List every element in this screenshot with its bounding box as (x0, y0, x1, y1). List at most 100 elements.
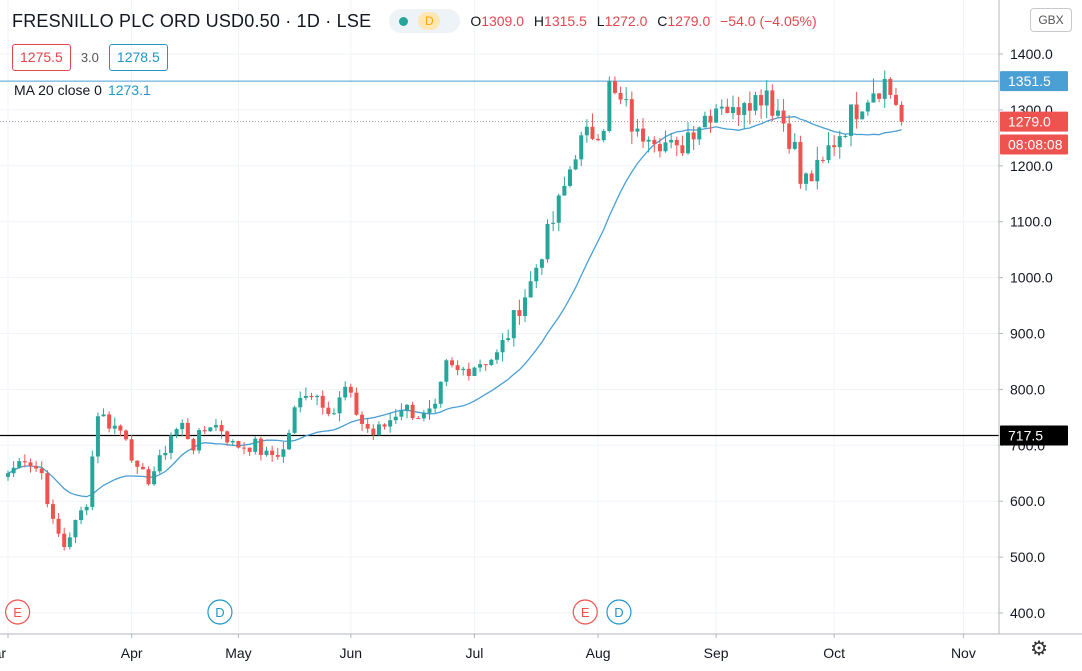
candle-96 (545, 219, 550, 263)
candle-111 (629, 91, 634, 145)
grid (0, 0, 999, 634)
change-value: −54.0 (−4.05%) (720, 13, 817, 29)
candle-48 (275, 447, 280, 460)
close-value: 1279.0 (667, 13, 711, 29)
buy-button[interactable]: 1278.5 (108, 44, 168, 71)
event-label-3: D (614, 605, 623, 620)
y-tick-label-8: 1200.0 (1010, 158, 1053, 174)
candle-142 (804, 172, 809, 191)
candle-63 (360, 411, 365, 431)
event-label-2: E (581, 605, 590, 620)
candle-74 (421, 409, 426, 422)
candle-70 (399, 403, 404, 421)
candle-11 (67, 532, 72, 550)
candle-51 (292, 405, 297, 434)
candle-16 (95, 412, 100, 464)
open-label: O (470, 13, 482, 29)
candle-91 (517, 299, 522, 325)
candle-130 (736, 96, 741, 127)
candle-59 (337, 391, 342, 422)
candles (6, 70, 904, 551)
candle-116 (657, 138, 662, 158)
x-tick-label-7: Oct (823, 645, 845, 661)
candle-118 (669, 133, 674, 149)
candle-138 (781, 98, 786, 132)
close-label: C (657, 13, 668, 29)
ma-legend[interactable]: MA 20 close 0 1273.1 (14, 82, 151, 98)
high-label: H (533, 13, 545, 29)
x-tick-label-8: Nov (951, 645, 976, 661)
candle-29 (168, 432, 173, 460)
currency-button[interactable]: GBX (1030, 8, 1072, 32)
gear-icon[interactable]: ⚙ (1030, 638, 1048, 660)
sell-button[interactable]: 1275.5 (12, 44, 71, 71)
candle-54 (309, 392, 314, 400)
candle-68 (388, 412, 393, 433)
candle-135 (764, 80, 769, 119)
candle-27 (157, 449, 162, 474)
candle-10 (62, 527, 67, 551)
candle-34 (197, 428, 202, 454)
candle-108 (612, 76, 617, 95)
y-tick-label-2: 600.0 (1010, 493, 1045, 509)
candle-115 (652, 136, 657, 153)
bid-ask-panel: 1275.5 3.0 1278.5 (12, 44, 168, 71)
candle-71 (405, 404, 410, 419)
ma-value: 1273.1 (107, 82, 151, 98)
candle-105 (596, 133, 601, 142)
candle-151 (854, 91, 859, 129)
candle-66 (376, 421, 381, 436)
delayed-badge: D (418, 12, 441, 30)
candle-152 (860, 111, 865, 120)
candle-94 (534, 264, 539, 289)
candle-31 (180, 419, 185, 437)
candle-137 (775, 99, 780, 119)
candle-36 (208, 427, 213, 432)
candle-143 (809, 170, 814, 182)
candle-50 (287, 429, 291, 450)
candle-100 (568, 166, 572, 188)
candle-65 (371, 424, 376, 441)
candle-52 (298, 391, 303, 413)
candle-87 (494, 349, 499, 364)
earnings-marker-2[interactable]: E (572, 599, 598, 625)
candle-13 (79, 506, 84, 525)
candle-61 (348, 383, 353, 398)
y-tick-label-10: 1400.0 (1010, 46, 1053, 62)
candle-73 (416, 415, 421, 420)
candle-35 (202, 425, 207, 434)
dividend-marker-1[interactable]: D (207, 599, 233, 625)
candle-95 (539, 258, 544, 275)
candle-42 (242, 441, 247, 455)
candle-2 (17, 457, 22, 469)
candle-20 (118, 424, 123, 437)
x-tick-label-0: Mar (0, 645, 6, 661)
candle-9 (56, 513, 61, 537)
status-pill[interactable]: D (389, 9, 461, 33)
candle-85 (483, 364, 488, 371)
candle-47 (270, 445, 275, 462)
candle-77 (438, 381, 443, 408)
candle-84 (478, 359, 483, 372)
candle-153 (865, 99, 870, 116)
dividend-marker-3[interactable]: D (606, 599, 632, 625)
candle-62 (354, 387, 359, 416)
candle-38 (219, 420, 224, 439)
candle-44 (253, 436, 258, 455)
candle-122 (691, 126, 696, 150)
candle-97 (551, 211, 556, 232)
candle-149 (843, 134, 848, 139)
symbol-title[interactable]: FRESNILLO PLC ORD USD0.50 · 1D · LSE (12, 10, 372, 31)
candle-117 (663, 130, 668, 153)
candle-123 (697, 126, 702, 145)
candle-72 (410, 401, 415, 421)
candle-1 (11, 461, 16, 478)
earnings-marker-0[interactable]: E (5, 599, 31, 625)
candle-69 (393, 408, 398, 424)
low-value: 1272.0 (604, 13, 648, 29)
candle-78 (444, 358, 449, 387)
candle-145 (820, 156, 825, 164)
candle-141 (798, 135, 803, 189)
